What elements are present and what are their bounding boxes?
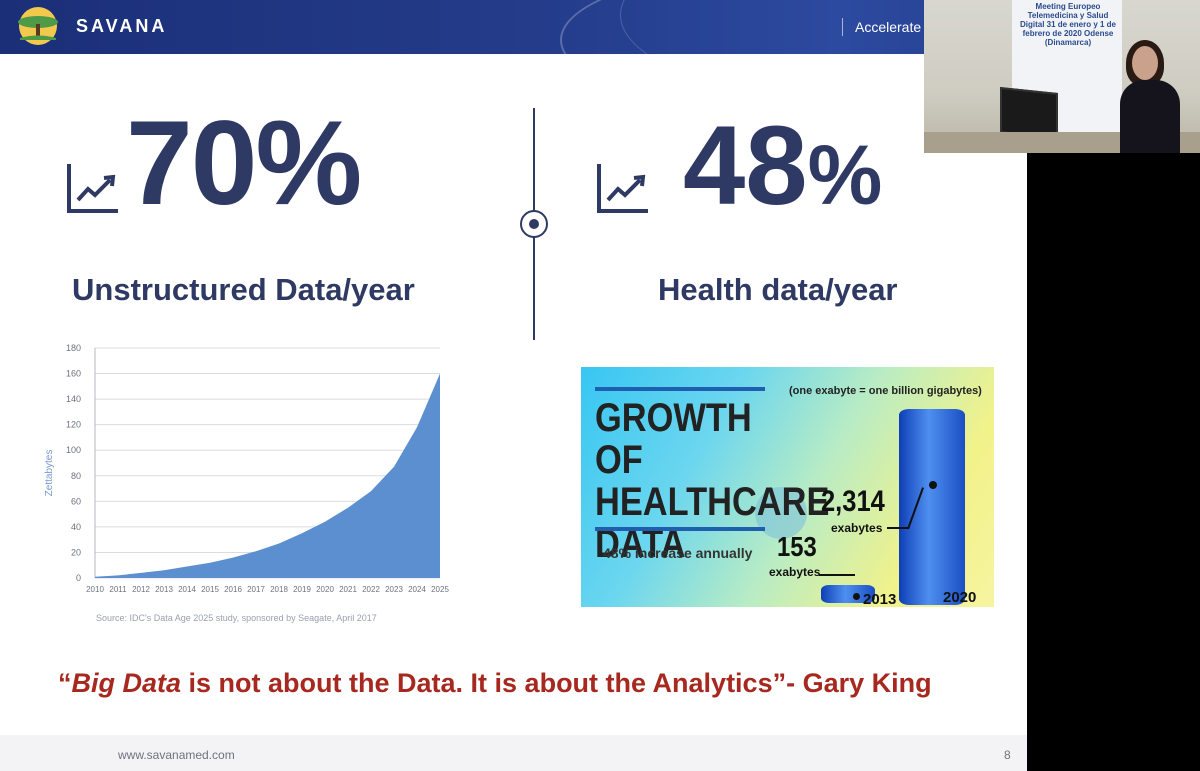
unit-2013: exabytes: [769, 565, 821, 579]
footer-url: www.savanamed.com: [118, 748, 235, 762]
header-tagline: Accelerate H: [842, 18, 932, 36]
leader-line-2013: [819, 574, 855, 576]
stat-70-percent: 70%: [126, 96, 362, 230]
x-tick-label: 2017: [247, 585, 265, 594]
stat-left-label: Unstructured Data/year: [72, 272, 415, 307]
webcam-video: Meeting Europeo Telemedicina y Salud Dig…: [924, 0, 1200, 153]
x-tick-label: 2023: [385, 585, 403, 594]
stat-right-label: Health data/year: [658, 272, 898, 307]
quote: “Big Data is not about the Data. It is a…: [58, 668, 932, 699]
title-rule-top: [595, 387, 765, 391]
x-tick-label: 2022: [362, 585, 380, 594]
x-tick-label: 2024: [408, 585, 426, 594]
x-tick-label: 2015: [201, 585, 219, 594]
y-tick-label: 100: [66, 445, 81, 455]
y-tick-label: 180: [66, 343, 81, 353]
brand-name: SAVANA: [76, 16, 168, 36]
leader-dot-2020: [929, 481, 937, 489]
leader-dot-2013: [853, 593, 860, 600]
y-tick-label: 140: [66, 394, 81, 404]
infographic-note: (one exabyte = one billion gigabytes): [789, 385, 982, 397]
value-2013: 153: [777, 531, 817, 562]
y-tick-label: 120: [66, 420, 81, 430]
cylinder-2013: [821, 585, 875, 603]
page-number: 8: [1004, 748, 1011, 762]
y-axis-label: Zettabytes: [44, 450, 55, 497]
trend-up-icon: [597, 164, 648, 213]
divider-dot-icon: [520, 210, 548, 238]
y-tick-label: 80: [71, 471, 81, 481]
event-banner-text: Meeting Europeo Telemedicina y Salud Dig…: [1019, 2, 1117, 47]
speaker-body: [1120, 80, 1180, 153]
cylinder-2020: [899, 409, 965, 605]
stat-48-value: 48: [683, 103, 808, 228]
x-tick-label: 2013: [155, 585, 173, 594]
trend-up-icon: [67, 164, 118, 213]
quote-emphasis: Big Data: [71, 668, 182, 698]
x-tick-label: 2018: [270, 585, 288, 594]
title-rule-bottom: [595, 527, 765, 531]
value-2020: 2,314: [821, 485, 885, 518]
y-tick-label: 20: [71, 547, 81, 557]
savana-tree-logo-icon: [18, 7, 58, 45]
y-tick-label: 160: [66, 369, 81, 379]
x-tick-label: 2014: [178, 585, 196, 594]
speaker-head: [1132, 46, 1158, 80]
unit-2020: exabytes: [831, 521, 883, 535]
quote-rest: is not about the Data. It is about the A…: [181, 668, 932, 698]
y-tick-label: 0: [76, 573, 81, 583]
infographic-rate: 48% increase annually: [603, 545, 753, 561]
black-sidebar: [1027, 153, 1200, 771]
x-tick-label: 2021: [339, 585, 357, 594]
x-tick-label: 2010: [86, 585, 104, 594]
y-tick-label: 60: [71, 496, 81, 506]
x-tick-label: 2019: [293, 585, 311, 594]
chart-source: Source: IDC's Data Age 2025 study, spons…: [96, 613, 377, 623]
stat-48-suffix: %: [807, 128, 883, 222]
leader-line-2020: [887, 527, 909, 529]
infographic-title: GROWTH OF HEALTHCARE DATA: [595, 396, 830, 566]
x-tick-label: 2016: [224, 585, 242, 594]
healthcare-data-infographic: GROWTH OF HEALTHCARE DATA 48% increase a…: [581, 367, 994, 607]
quote-open: “: [58, 668, 72, 698]
year-2020: 2020: [943, 589, 977, 606]
x-tick-label: 2011: [109, 585, 127, 594]
stat-48-percent: 48%: [683, 106, 882, 235]
y-tick-label: 40: [71, 522, 81, 532]
area-series: [95, 373, 440, 578]
zettabytes-area-chart: 0 20 40 60 80 100 120 140 160 180 2010 2011 2012 2013…: [44, 343, 449, 594]
x-tick-label: 2020: [316, 585, 334, 594]
x-tick-label: 2025: [431, 585, 449, 594]
footer: www.savanamed.com 8: [0, 735, 1027, 771]
year-2013: 2013: [863, 591, 897, 607]
x-tick-label: 2012: [132, 585, 150, 594]
